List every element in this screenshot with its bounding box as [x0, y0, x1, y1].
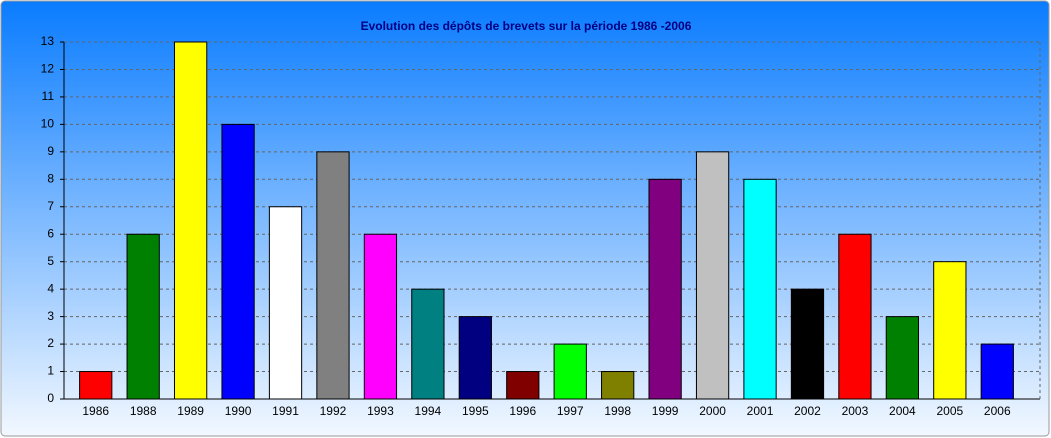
x-tick-label: 1996 [509, 404, 536, 418]
bar [743, 178, 777, 400]
x-tick-label: 1999 [652, 404, 679, 418]
y-tick-label: 9 [47, 144, 54, 158]
x-tick-label: 1992 [320, 404, 347, 418]
x-tick-label: 1988 [130, 404, 157, 418]
x-tick-label: 2005 [936, 404, 963, 418]
x-tick-label: 2004 [889, 404, 916, 418]
x-tick-label: 2001 [747, 404, 774, 418]
x-tick-label: 1995 [462, 404, 489, 418]
y-tick-label: 1 [47, 364, 54, 378]
y-tick-label: 4 [47, 281, 54, 295]
bar [126, 233, 160, 400]
y-tick-label: 11 [42, 89, 55, 103]
bar [268, 206, 303, 400]
y-tick-label: 12 [41, 62, 55, 76]
bar [838, 233, 872, 400]
bar [553, 343, 587, 400]
x-tick-label: 1991 [272, 404, 299, 418]
bar [363, 233, 398, 400]
y-tick-label: 3 [47, 309, 54, 323]
y-tick-label: 7 [47, 199, 54, 213]
y-tick-label: 0 [47, 391, 54, 405]
x-tick-label: 2003 [842, 404, 869, 418]
x-tick-label: 1986 [82, 404, 109, 418]
x-tick-label: 1998 [604, 404, 631, 418]
x-tick-label: 2006 [984, 404, 1011, 418]
bar [648, 178, 682, 400]
x-tick-label: 1994 [415, 404, 442, 418]
bar [221, 123, 255, 400]
x-tick-label: 1990 [225, 404, 252, 418]
x-tick-label: 2002 [794, 404, 821, 418]
bar [79, 371, 113, 400]
y-tick-label: 10 [41, 117, 55, 131]
bar [885, 316, 920, 400]
bar [695, 151, 730, 400]
bar [411, 288, 445, 400]
bar [790, 288, 825, 400]
x-tick-label: 1993 [367, 404, 394, 418]
x-tick-label: 2000 [699, 404, 726, 418]
x-tick-label: 1997 [557, 404, 584, 418]
y-tick-label: 6 [47, 226, 54, 240]
y-tick-label: 5 [47, 254, 54, 268]
bar [933, 261, 967, 400]
bar [316, 151, 350, 400]
y-tick-label: 13 [41, 34, 55, 48]
bar [173, 41, 208, 400]
bar [506, 371, 540, 400]
bar [458, 316, 492, 400]
bar [980, 343, 1014, 400]
x-tick-label: 1989 [177, 404, 204, 418]
chart-title: Evolution des dépôts de brevets sur la p… [361, 19, 692, 33]
y-tick-label: 8 [47, 171, 54, 185]
bar [601, 371, 635, 400]
y-tick-label: 2 [47, 336, 54, 350]
